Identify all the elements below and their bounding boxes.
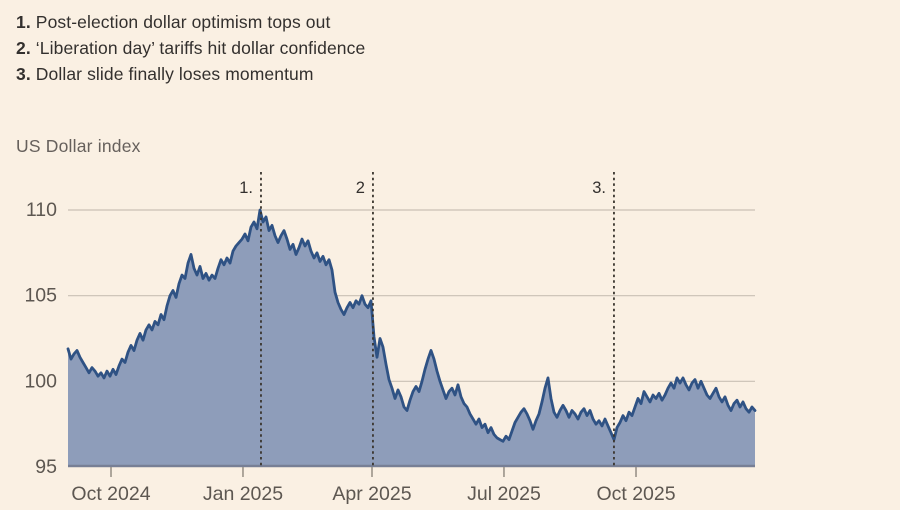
x-axis-label-Oct-2025: Oct 2025 xyxy=(596,483,675,505)
annotation-text: Dollar slide finally loses momentum xyxy=(35,64,314,84)
annotation-text: ‘Liberation day’ tariffs hit dollar conf… xyxy=(35,38,366,58)
x-axis-label-Jul-2025: Jul 2025 xyxy=(467,483,541,505)
annotation-item: 2. ‘Liberation day’ tariffs hit dollar co… xyxy=(16,35,365,61)
y-axis-label-110: 110 xyxy=(26,199,57,221)
event-marker-label-3: 3. xyxy=(592,179,606,197)
event-marker-label-1: 1. xyxy=(239,179,253,197)
annotation-number: 3. xyxy=(16,64,31,84)
annotation-number: 2. xyxy=(16,38,31,58)
series-line xyxy=(66,208,757,443)
annotation-item: 3. Dollar slide finally loses momentum xyxy=(16,61,365,87)
series-area-fill xyxy=(68,210,755,467)
y-axis-label-95: 95 xyxy=(35,456,57,478)
annotation-list: 1. Post-election dollar optimism tops out… xyxy=(16,9,365,87)
y-axis-label-105: 105 xyxy=(24,285,57,307)
event-marker-label-2: 2 xyxy=(356,179,365,197)
annotation-text: Post-election dollar optimism tops out xyxy=(35,12,331,32)
annotation-item: 1. Post-election dollar optimism tops out xyxy=(16,9,365,35)
chart-title: US Dollar index xyxy=(16,136,141,156)
y-axis-label-100: 100 xyxy=(24,370,57,392)
x-axis-label-Apr-2025: Apr 2025 xyxy=(332,483,411,505)
annotation-number: 1. xyxy=(16,12,31,32)
x-axis-label-Oct-2024: Oct 2024 xyxy=(71,483,150,505)
x-axis-label-Jan-2025: Jan 2025 xyxy=(203,483,283,505)
